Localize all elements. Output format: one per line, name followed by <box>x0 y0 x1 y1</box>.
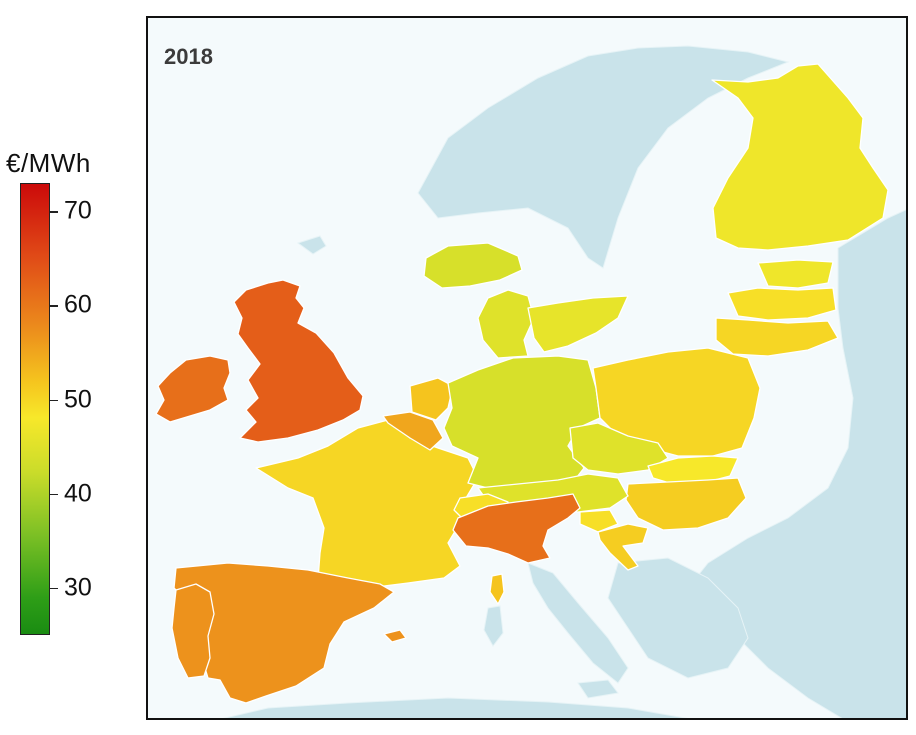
country-co[interactable] <box>489 573 505 605</box>
legend-tick-label: 40 <box>64 479 92 508</box>
legend-tick-label: 60 <box>64 290 92 319</box>
legend-colorbar <box>20 183 50 635</box>
legend-tick <box>50 211 58 213</box>
legend-tick <box>50 587 58 590</box>
legend-tick <box>50 399 58 402</box>
country-no[interactable] <box>423 242 523 289</box>
country-dk[interactable] <box>477 289 535 359</box>
country-pl[interactable] <box>592 347 761 457</box>
legend-tick-label: 50 <box>64 385 92 414</box>
country-es-balearic[interactable] <box>383 629 407 643</box>
legend-tick-label: 30 <box>64 573 92 602</box>
legend-tick-label: 70 <box>64 196 92 225</box>
year-label: 2018 <box>164 44 213 69</box>
legend-tick <box>50 493 58 496</box>
country-fr[interactable] <box>255 419 479 591</box>
country-hr[interactable] <box>597 523 649 571</box>
countries <box>155 63 889 704</box>
country-hu[interactable] <box>625 477 747 531</box>
country-gb[interactable] <box>233 279 364 443</box>
country-sk[interactable] <box>647 455 739 485</box>
country-be[interactable] <box>382 411 444 451</box>
country-nl[interactable] <box>409 377 454 421</box>
country-ie[interactable] <box>155 355 231 423</box>
legend-unit-label: €/MWh <box>6 148 91 178</box>
country-lv[interactable] <box>727 287 837 321</box>
country-it[interactable] <box>452 493 581 564</box>
country-fi[interactable] <box>711 63 889 251</box>
country-de[interactable] <box>443 355 601 491</box>
country-lt[interactable] <box>715 317 839 357</box>
legend-tick <box>50 305 58 307</box>
non-covered-land <box>222 45 906 718</box>
country-pt[interactable] <box>171 583 215 679</box>
map-frame: 2018 <box>146 16 908 720</box>
country-si[interactable] <box>579 509 619 533</box>
europe-map <box>155 45 906 718</box>
country-ee[interactable] <box>757 259 834 289</box>
country-se[interactable] <box>527 295 629 353</box>
